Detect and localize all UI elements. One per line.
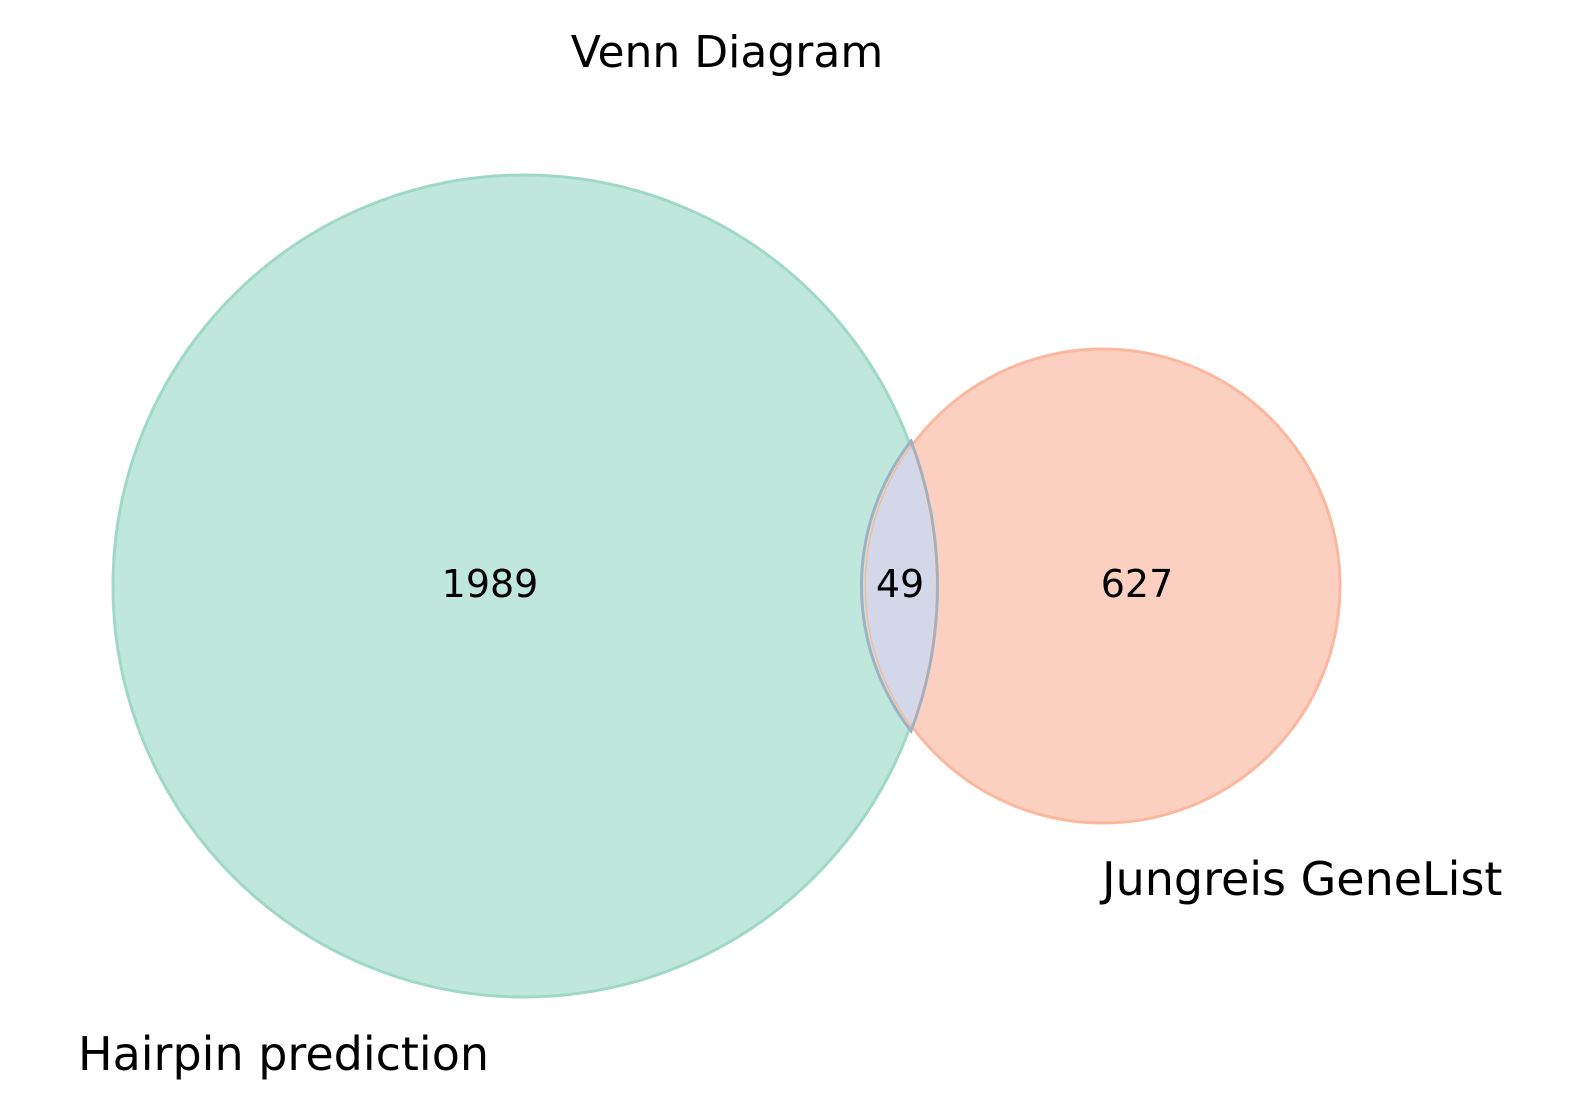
set-b-label: Jungreis GeneList: [1099, 852, 1502, 906]
set-a-label: Hairpin prediction: [78, 1027, 489, 1081]
set-a-only-count: 1989: [442, 562, 539, 606]
diagram-title: Venn Diagram: [571, 27, 883, 78]
intersection-outline: [860, 437, 939, 735]
intersection-count: 49: [876, 562, 924, 606]
set-b-only-count: 627: [1101, 562, 1174, 606]
